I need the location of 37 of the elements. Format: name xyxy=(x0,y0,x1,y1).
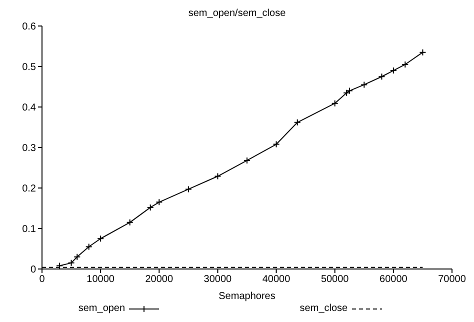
y-tick-label: 0.1 xyxy=(22,224,36,236)
point xyxy=(126,218,134,226)
x-tick-label: 10000 xyxy=(86,274,115,286)
point xyxy=(294,118,301,126)
point xyxy=(272,140,280,148)
x-tick-label: 0 xyxy=(39,274,46,286)
x-tick-label: 40000 xyxy=(262,274,291,286)
point xyxy=(390,67,397,74)
x-tick-label: 20000 xyxy=(145,274,174,286)
point xyxy=(331,100,338,107)
point xyxy=(214,172,222,180)
y-tick-label: 0.5 xyxy=(22,62,36,74)
point xyxy=(184,186,192,193)
y-tick-label: 0.4 xyxy=(22,102,36,114)
legend-label: sem_open xyxy=(78,303,126,314)
point xyxy=(74,253,81,260)
y-tick-label: 0.2 xyxy=(22,184,36,195)
point xyxy=(346,87,353,94)
chart-title: sem_open/sem_close xyxy=(187,8,287,20)
x-axis-title: Semaphores xyxy=(218,291,276,302)
x-tick-label: 50000 xyxy=(320,274,350,286)
y-tick-label: 0.6 xyxy=(22,22,36,33)
point xyxy=(402,60,409,68)
x-tick-label: 70000 xyxy=(438,274,466,286)
point xyxy=(378,73,386,80)
y-tick-label: 0 xyxy=(30,264,36,276)
legend-label: sem_close xyxy=(300,303,348,314)
point xyxy=(85,243,92,250)
y-tick-label: 0.3 xyxy=(22,143,36,154)
point xyxy=(68,259,75,266)
point xyxy=(97,235,104,242)
point xyxy=(360,81,368,88)
point xyxy=(244,156,250,164)
x-tick-label: 30000 xyxy=(204,274,232,286)
point xyxy=(146,204,154,211)
point xyxy=(156,198,163,206)
x-tick-label: 60000 xyxy=(380,274,408,286)
